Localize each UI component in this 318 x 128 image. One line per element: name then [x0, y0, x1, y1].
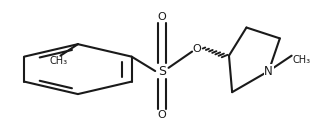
- Text: N: N: [264, 65, 273, 78]
- Text: CH₃: CH₃: [50, 56, 68, 66]
- Text: O: O: [158, 12, 167, 22]
- Text: CH₃: CH₃: [293, 55, 311, 65]
- Text: O: O: [193, 44, 202, 54]
- Text: S: S: [158, 65, 166, 78]
- Text: O: O: [158, 110, 167, 120]
